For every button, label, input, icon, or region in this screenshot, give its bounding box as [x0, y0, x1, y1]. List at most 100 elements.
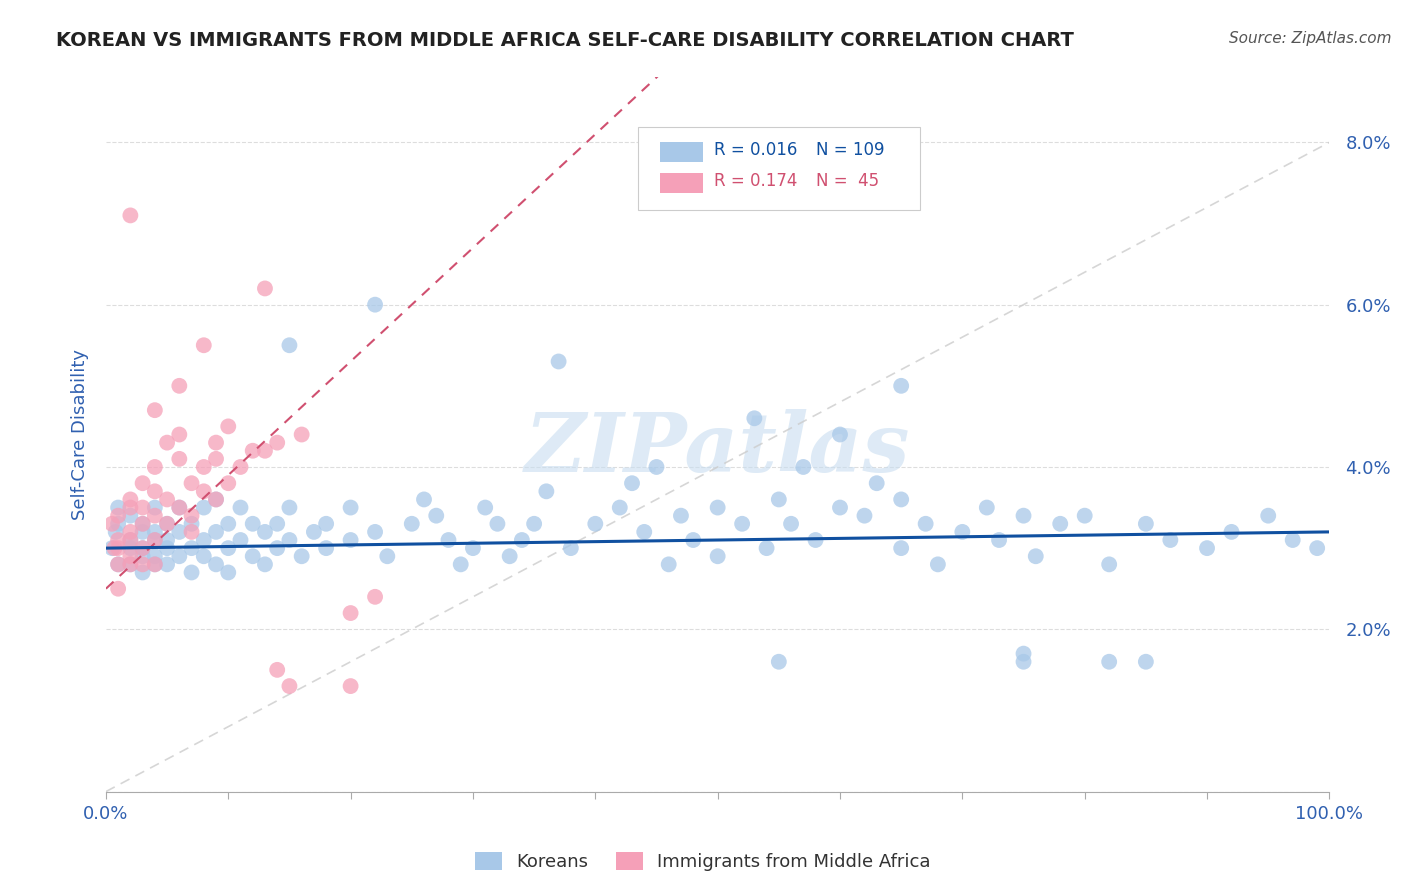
Point — [536, 484, 558, 499]
Point — [1135, 516, 1157, 531]
Point — [828, 427, 851, 442]
Point — [583, 516, 606, 531]
Point — [169, 427, 191, 442]
Point — [621, 476, 644, 491]
Point — [156, 516, 179, 531]
Legend: Koreans, Immigrants from Middle Africa: Koreans, Immigrants from Middle Africa — [468, 845, 938, 879]
Point — [1012, 508, 1035, 523]
Point — [339, 533, 361, 547]
Point — [914, 516, 936, 531]
Text: N = 109: N = 109 — [815, 141, 884, 160]
Point — [180, 508, 202, 523]
Point — [131, 516, 153, 531]
Point — [205, 524, 228, 539]
Point — [180, 476, 202, 491]
Point — [193, 460, 215, 475]
Bar — [661, 142, 703, 161]
Point — [1098, 558, 1121, 572]
Point — [107, 500, 129, 515]
Point — [755, 541, 778, 555]
Point — [156, 541, 179, 555]
Point — [266, 435, 288, 450]
Point — [242, 443, 264, 458]
Point — [1306, 541, 1329, 555]
Point — [143, 460, 166, 475]
Point — [143, 524, 166, 539]
Point — [120, 500, 142, 515]
Point — [437, 533, 460, 547]
Point — [302, 524, 325, 539]
Y-axis label: Self-Care Disability: Self-Care Disability — [72, 349, 89, 520]
Text: KOREAN VS IMMIGRANTS FROM MIDDLE AFRICA SELF-CARE DISABILITY CORRELATION CHART: KOREAN VS IMMIGRANTS FROM MIDDLE AFRICA … — [56, 31, 1074, 50]
Point — [120, 541, 142, 555]
Point — [339, 606, 361, 620]
Point — [804, 533, 827, 547]
Point — [682, 533, 704, 547]
Point — [205, 492, 228, 507]
Point — [768, 492, 790, 507]
Point — [1281, 533, 1303, 547]
Point — [205, 435, 228, 450]
Point — [107, 516, 129, 531]
Point — [988, 533, 1011, 547]
Point — [131, 476, 153, 491]
Point — [253, 281, 276, 295]
Point — [364, 590, 387, 604]
Point — [107, 558, 129, 572]
Bar — [661, 173, 703, 194]
Point — [425, 508, 447, 523]
Point — [1257, 508, 1279, 523]
Point — [101, 541, 124, 555]
Point — [143, 558, 166, 572]
Point — [193, 500, 215, 515]
Point — [890, 541, 912, 555]
Point — [229, 533, 252, 547]
Point — [744, 411, 766, 425]
Point — [976, 500, 998, 515]
Point — [169, 379, 191, 393]
Point — [143, 403, 166, 417]
Point — [143, 484, 166, 499]
Point — [107, 582, 129, 596]
Point — [169, 524, 191, 539]
Point — [180, 541, 202, 555]
Point — [413, 492, 436, 507]
Point — [180, 516, 202, 531]
Point — [107, 541, 129, 555]
Point — [1098, 655, 1121, 669]
Point — [156, 558, 179, 572]
Point — [560, 541, 582, 555]
Text: R = 0.174: R = 0.174 — [714, 172, 797, 190]
Point — [180, 524, 202, 539]
Point — [193, 533, 215, 547]
Point — [120, 508, 142, 523]
Point — [103, 541, 125, 555]
Point — [156, 492, 179, 507]
Point — [169, 500, 191, 515]
Point — [143, 533, 166, 547]
Point — [291, 549, 314, 564]
Point — [217, 419, 239, 434]
Point — [768, 655, 790, 669]
Text: ZIPatlas: ZIPatlas — [524, 409, 911, 489]
Point — [131, 524, 153, 539]
Point — [890, 492, 912, 507]
Point — [291, 427, 314, 442]
Point — [339, 679, 361, 693]
Point — [217, 566, 239, 580]
Point — [180, 566, 202, 580]
Point — [658, 558, 681, 572]
Point — [828, 500, 851, 515]
Point — [1049, 516, 1071, 531]
Point — [927, 558, 949, 572]
FancyBboxPatch shape — [638, 128, 920, 210]
Point — [120, 533, 142, 547]
Point — [229, 460, 252, 475]
Point — [131, 558, 153, 572]
Point — [242, 516, 264, 531]
Point — [950, 524, 973, 539]
Point — [131, 549, 153, 564]
Point — [364, 524, 387, 539]
Point — [120, 208, 142, 222]
Point — [156, 435, 179, 450]
